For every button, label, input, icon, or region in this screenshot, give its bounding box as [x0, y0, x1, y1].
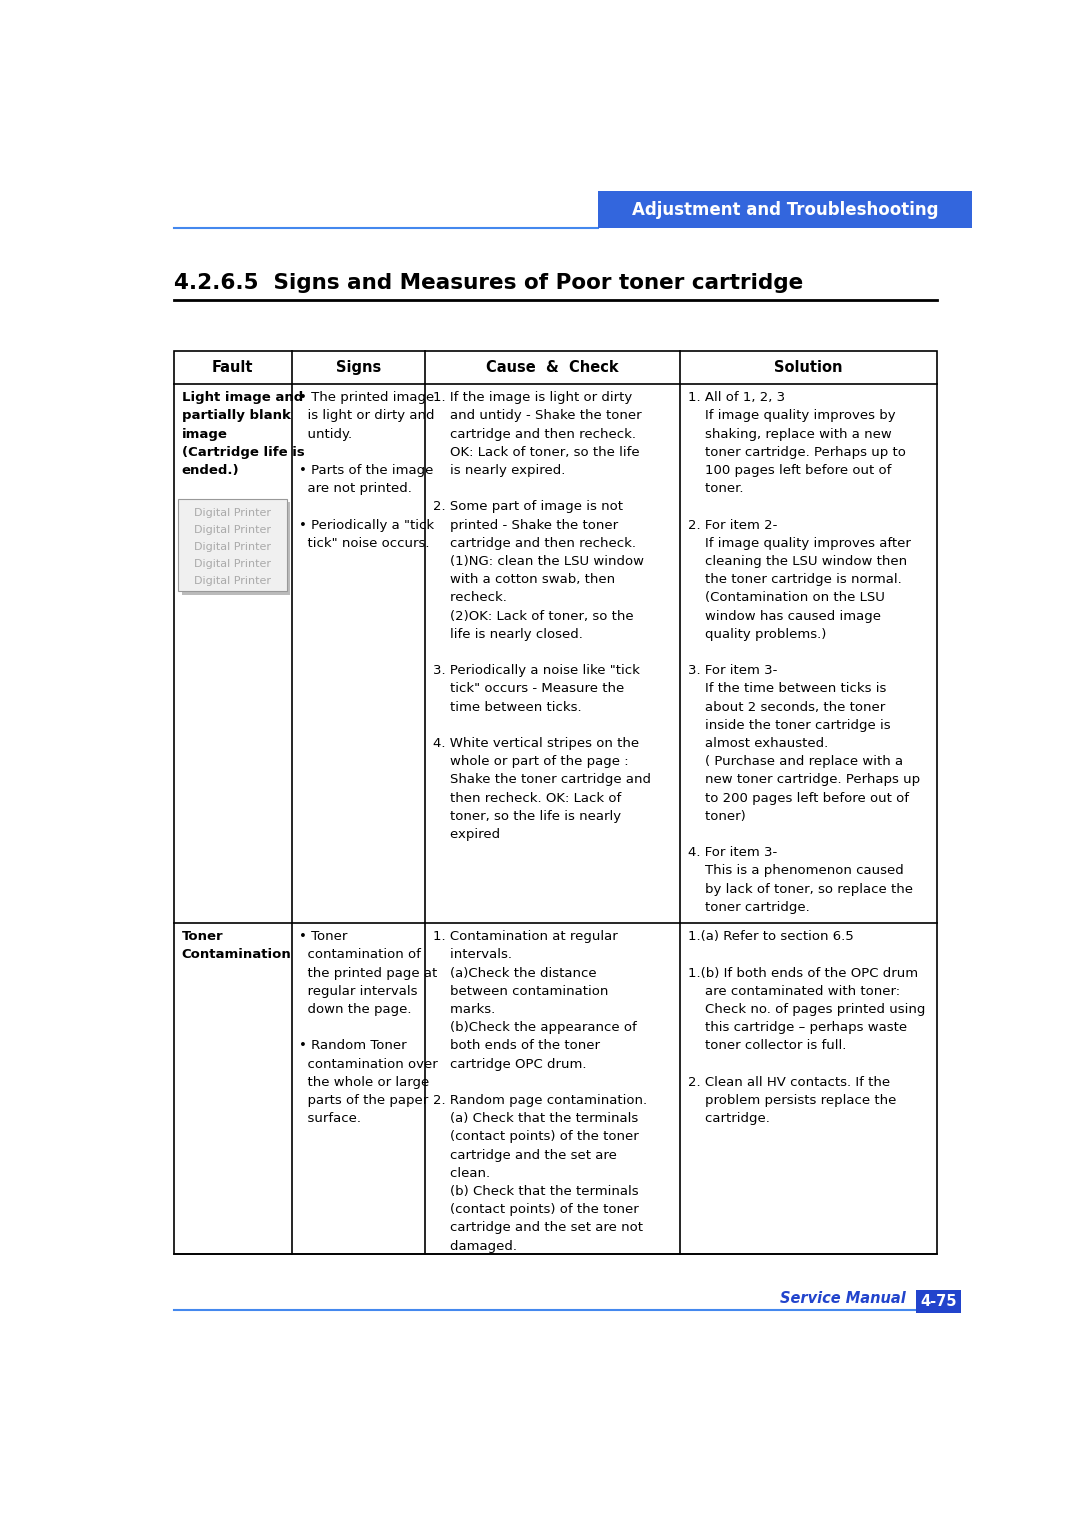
- Text: 4-75: 4-75: [920, 1294, 957, 1309]
- Bar: [598, 191, 972, 228]
- Text: Signs: Signs: [336, 361, 381, 374]
- Text: Adjustment and Troubleshooting: Adjustment and Troubleshooting: [632, 200, 939, 219]
- Text: 4.2.6.5  Signs and Measures of Poor toner cartridge: 4.2.6.5 Signs and Measures of Poor toner…: [174, 274, 804, 293]
- Text: Digital Printer: Digital Printer: [194, 542, 271, 552]
- Bar: [916, 1290, 961, 1313]
- Text: Digital Printer: Digital Printer: [194, 526, 271, 535]
- Text: Light image and
partially blank
image
(Cartridge life is
ended.): Light image and partially blank image (C…: [181, 391, 305, 477]
- Text: Solution: Solution: [774, 361, 842, 374]
- Text: • Toner
  contamination of
  the printed page at
  regular intervals
  down the : • Toner contamination of the printed pag…: [299, 931, 438, 1125]
- Text: Digital Printer: Digital Printer: [194, 509, 271, 518]
- Text: Service Manual: Service Manual: [781, 1291, 906, 1306]
- Text: Cause  &  Check: Cause & Check: [486, 361, 619, 374]
- Text: 1. All of 1, 2, 3
    If image quality improves by
    shaking, replace with a n: 1. All of 1, 2, 3 If image quality impro…: [688, 391, 920, 914]
- Text: Digital Printer: Digital Printer: [194, 559, 271, 568]
- Text: • The printed image
  is light or dirty and
  untidy.

• Parts of the image
  ar: • The printed image is light or dirty an…: [299, 391, 435, 550]
- Text: 1.(a) Refer to section 6.5

1.(b) If both ends of the OPC drum
    are contamina: 1.(a) Refer to section 6.5 1.(b) If both…: [688, 931, 924, 1125]
- Bar: [178, 500, 287, 591]
- Text: Digital Printer: Digital Printer: [194, 576, 271, 587]
- Text: 1. Contamination at regular
    intervals.
    (a)Check the distance
    between: 1. Contamination at regular intervals. (…: [433, 931, 647, 1253]
- Bar: [181, 503, 291, 594]
- Text: 1. If the image is light or dirty
    and untidy - Shake the toner
    cartridge: 1. If the image is light or dirty and un…: [433, 391, 650, 840]
- Text: Toner
Contamination: Toner Contamination: [181, 931, 292, 961]
- Bar: [174, 351, 937, 1253]
- Text: Fault: Fault: [212, 361, 254, 374]
